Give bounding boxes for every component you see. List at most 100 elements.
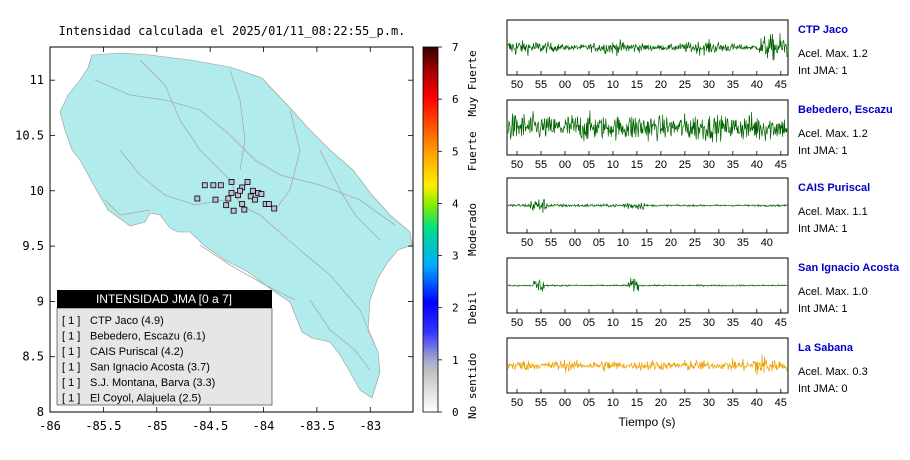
colorbar-category-label: No sentido	[466, 353, 479, 419]
waveform-tick-label: 40	[761, 237, 773, 249]
waveform-station-name: Bebedero, Escazu	[798, 104, 893, 116]
legend-entry-intensity: [ 1 ]	[62, 315, 80, 327]
waveform-tick-label: 20	[655, 397, 667, 409]
legend-header-bg	[57, 290, 272, 308]
waveform-tick-label: 45	[775, 79, 787, 91]
waveform-trace	[507, 353, 788, 376]
station-marker	[252, 196, 258, 203]
waveform-tick-label: 35	[737, 237, 749, 249]
waveform-tick-label: 30	[703, 317, 715, 329]
map-x-tick-label: -83	[359, 419, 381, 433]
colorbar-ticks: 0 1 2 3 4 5 6 7	[438, 41, 459, 419]
waveform-jma: Int JMA: 1	[798, 303, 848, 315]
waveform-trace	[507, 278, 788, 292]
waveform-tick-label: 50	[511, 317, 523, 329]
waveform-tick-label: 10	[607, 397, 619, 409]
waveform-accel: Acel. Max. 1.0	[798, 286, 868, 298]
waveform-station-name: CAIS Puriscal	[798, 182, 870, 194]
station-marker	[258, 191, 265, 198]
waveform-trace	[507, 199, 788, 213]
legend-body	[56, 307, 273, 406]
legend-entry-intensity: [ 1 ]	[62, 346, 80, 358]
colorbar-tick-label: 2	[452, 302, 459, 315]
waveform-tick-label: 25	[679, 397, 691, 409]
waveform-tick-label: 00	[559, 397, 571, 409]
waveform-jma: Int JMA: 1	[798, 223, 848, 235]
colorbar-tick-label: 3	[452, 250, 459, 263]
legend-entries: [ 1 ] CTP Jaco (4.9) [ 1 ] Bebedero, Escazu…	[62, 315, 215, 405]
map-y-axis: 8 8.5 9 9.5 10 10.5 11	[15, 73, 413, 419]
waveform-panel: 50 55 00 05 10 15 20 25 30 35 40 45 Bebedero, Escazu…	[506, 99, 893, 171]
waveform-tick-label: 40	[751, 317, 763, 329]
map-x-tick-label: -84	[253, 419, 275, 433]
map-x-tick-label: -83.5	[299, 419, 335, 433]
waveform-tick-label: 15	[641, 237, 653, 249]
waveform-tick-label: 00	[559, 317, 571, 329]
colorbar-tick-label: 7	[452, 41, 459, 54]
map-y-tick-label: 9	[37, 294, 44, 308]
station-marker	[217, 182, 224, 189]
waveform-tick-label: 05	[583, 79, 595, 91]
waveform-tick-label: 05	[593, 237, 605, 249]
waveform-accel: Acel. Max. 1.1	[798, 206, 868, 218]
waveform-tick-label: 50	[511, 79, 523, 91]
intensity-colorbar: 0 1 2 3 4 5 6 7 No sentido Debil Moderado Fuerte Mu…	[422, 41, 479, 419]
legend-header: INTENSIDAD JMA [0 a 7]	[96, 292, 232, 306]
road-line	[229, 69, 246, 171]
waveform-trace	[507, 33, 788, 61]
colorbar-tick-label: 6	[452, 93, 459, 106]
waveform-tick-label: 50	[521, 237, 533, 249]
map-y-tick-label: 9.5	[22, 239, 44, 253]
waveform-tick-label: 00	[559, 79, 571, 91]
waveform-tick-label: 10	[607, 159, 619, 171]
waveform-tick-label: 20	[655, 159, 667, 171]
station-marker	[201, 182, 208, 189]
waveform-tick-label: 30	[703, 79, 715, 91]
waveform-tick-label: 30	[703, 159, 715, 171]
waveform-tick-label: 10	[607, 79, 619, 91]
intensity-legend: INTENSIDAD JMA [0 a 7] [ 1 ] CTP Jaco (4.…	[56, 290, 273, 406]
station-marker	[210, 182, 217, 189]
waveform-tick-label: 45	[775, 159, 787, 171]
legend-entry-station: San Ignacio Acosta (3.7)	[90, 362, 210, 374]
waveform-tick-label: 50	[511, 159, 523, 171]
waveform-tick-label: 15	[631, 79, 643, 91]
map-x-tick-label: -85	[146, 419, 168, 433]
station-marker	[265, 201, 272, 207]
waveform-tick-label: 10	[617, 237, 629, 249]
waveform-panel: 50 55 00 05 10 15 20 25 30 35 40 45 La Sabana Acel. M…	[506, 337, 868, 409]
station-marker	[244, 179, 251, 185]
waveform-panels: 50 55 00 05 10 15 20 25 30 35 40 45 CTP Jaco Acel. Ma…	[506, 19, 900, 409]
waveform-tick-label: 30	[703, 397, 715, 409]
station-marker	[271, 205, 278, 212]
station-marker	[239, 201, 246, 207]
colorbar-tick-label: 1	[452, 354, 459, 367]
waveform-tick-label: 05	[583, 159, 595, 171]
waveform-trace	[507, 110, 788, 143]
road-line	[319, 149, 381, 241]
legend-entry-intensity: [ 1 ]	[62, 362, 80, 374]
waveform-tick-label: 35	[727, 159, 739, 171]
waveform-accel: Acel. Max. 1.2	[798, 128, 868, 140]
waveform-tick-label: 40	[751, 397, 763, 409]
colorbar-category-label: Fuerte	[466, 131, 479, 171]
waveform-tick-label: 55	[545, 237, 557, 249]
station-marker	[194, 195, 201, 202]
road-line	[199, 244, 296, 301]
costa-rica-landmass	[59, 52, 413, 399]
waveform-tick-label: 00	[569, 237, 581, 249]
station-marker	[225, 195, 232, 202]
colorbar-gradient	[422, 46, 439, 413]
legend-entry-station: El Coyol, Alajuela (2.5)	[90, 393, 201, 405]
waveform-tick-label: 40	[751, 159, 763, 171]
colorbar-categories: No sentido Debil Moderado Fuerte Muy Fuerte	[466, 50, 479, 419]
waveform-tick-label: 55	[535, 397, 547, 409]
waveform-tick-label: 10	[607, 317, 619, 329]
colorbar-tick-label: 4	[452, 197, 459, 210]
waveform-xlabel: Tiempo (s)	[619, 415, 676, 429]
colorbar-tick-label: 0	[452, 406, 459, 419]
road-line	[274, 109, 301, 211]
waveform-tick-label: 20	[665, 237, 677, 249]
waveform-tick-label: 00	[559, 159, 571, 171]
waveform-tick-label: 35	[727, 397, 739, 409]
